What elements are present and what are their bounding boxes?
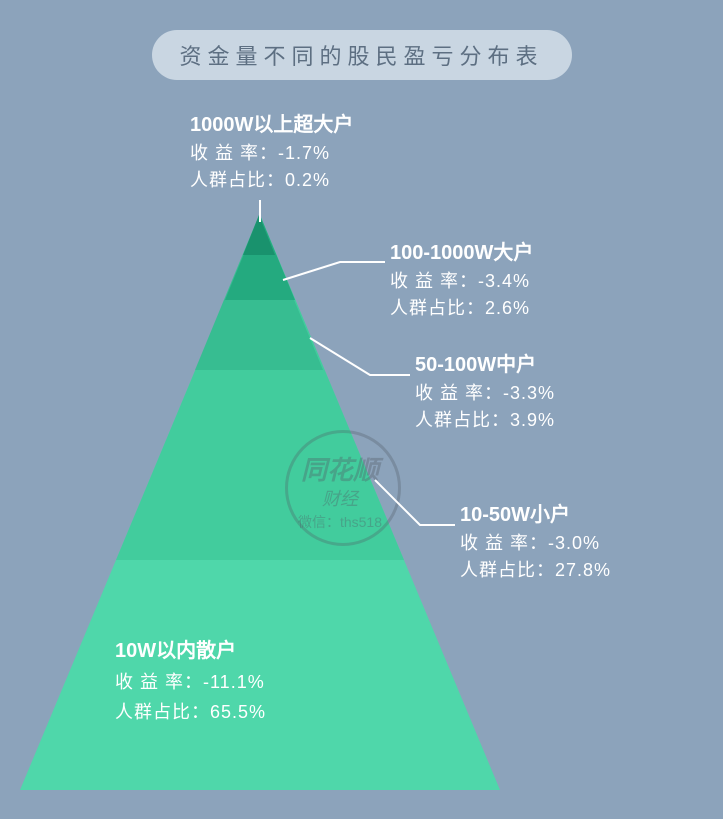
tier-rate-row: 收 益 率：-1.7% [190, 140, 353, 167]
watermark-line3: 微信：ths518 [270, 512, 410, 532]
tier-rate-value: -3.3% [503, 383, 555, 403]
tier-share-label: 人群占比： [460, 560, 555, 580]
tier-title: 1000W以上超大户 [190, 110, 353, 140]
tier-title: 100-1000W大户 [390, 238, 533, 268]
tier-share-row: 人群占比：0.2% [190, 167, 353, 194]
tier-title: 50-100W中户 [415, 350, 555, 380]
tier-rate-row: 收 益 率：-3.3% [415, 380, 555, 407]
tier-label-tier5: 10W以内散户收 益 率：-11.1%人群占比：65.5% [115, 635, 266, 727]
tier-label-tier3: 50-100W中户收 益 率：-3.3%人群占比：3.9% [415, 350, 555, 434]
tier-share-label: 人群占比： [115, 702, 210, 722]
tier-rate-label: 收 益 率： [390, 271, 478, 291]
tier-label-tier4: 10-50W小户收 益 率：-3.0%人群占比：27.8% [460, 500, 611, 584]
title-text: 资金量不同的股民盈亏分布表 [179, 39, 543, 71]
tier-rate-value: -1.7% [278, 143, 330, 163]
tier-share-label: 人群占比： [390, 298, 485, 318]
tier-rate-row: 收 益 率：-3.0% [460, 530, 611, 557]
tier-label-tier2: 100-1000W大户收 益 率：-3.4%人群占比：2.6% [390, 238, 533, 322]
tier-rate-value: -3.0% [548, 533, 600, 553]
tier-title: 10W以内散户 [115, 635, 266, 668]
tier-rate-label: 收 益 率： [190, 143, 278, 163]
tier-share-row: 人群占比：65.5% [115, 698, 266, 728]
tier-rate-value: -3.4% [478, 271, 530, 291]
pyramid-segment-tier1 [243, 215, 275, 255]
tier-share-value: 3.9% [510, 410, 555, 430]
tier-rate-label: 收 益 率： [115, 672, 203, 692]
watermark-line1: 同花顺 [270, 450, 410, 487]
tier-rate-row: 收 益 率：-3.4% [390, 268, 533, 295]
tier-label-tier1: 1000W以上超大户收 益 率：-1.7%人群占比：0.2% [190, 110, 353, 194]
title-pill: 资金量不同的股民盈亏分布表 [152, 30, 572, 80]
tier-rate-label: 收 益 率： [415, 383, 503, 403]
tier-title: 10-50W小户 [460, 500, 611, 530]
watermark: 同花顺财经微信：ths518 [270, 430, 410, 560]
tier-share-label: 人群占比： [415, 410, 510, 430]
tier-share-row: 人群占比：3.9% [415, 407, 555, 434]
chart-canvas: 资金量不同的股民盈亏分布表同花顺财经微信：ths5181000W以上超大户收 益… [0, 0, 723, 819]
tier-share-row: 人群占比：2.6% [390, 295, 533, 322]
tier-share-value: 27.8% [555, 560, 611, 580]
tier-rate-label: 收 益 率： [460, 533, 548, 553]
tier-share-value: 65.5% [210, 702, 266, 722]
tier-rate-row: 收 益 率：-11.1% [115, 668, 266, 698]
tier-share-row: 人群占比：27.8% [460, 557, 611, 584]
tier-share-value: 2.6% [485, 298, 530, 318]
tier-share-value: 0.2% [285, 170, 330, 190]
tier-rate-value: -11.1% [203, 672, 265, 692]
watermark-line2: 财经 [270, 485, 410, 511]
tier-share-label: 人群占比： [190, 170, 285, 190]
